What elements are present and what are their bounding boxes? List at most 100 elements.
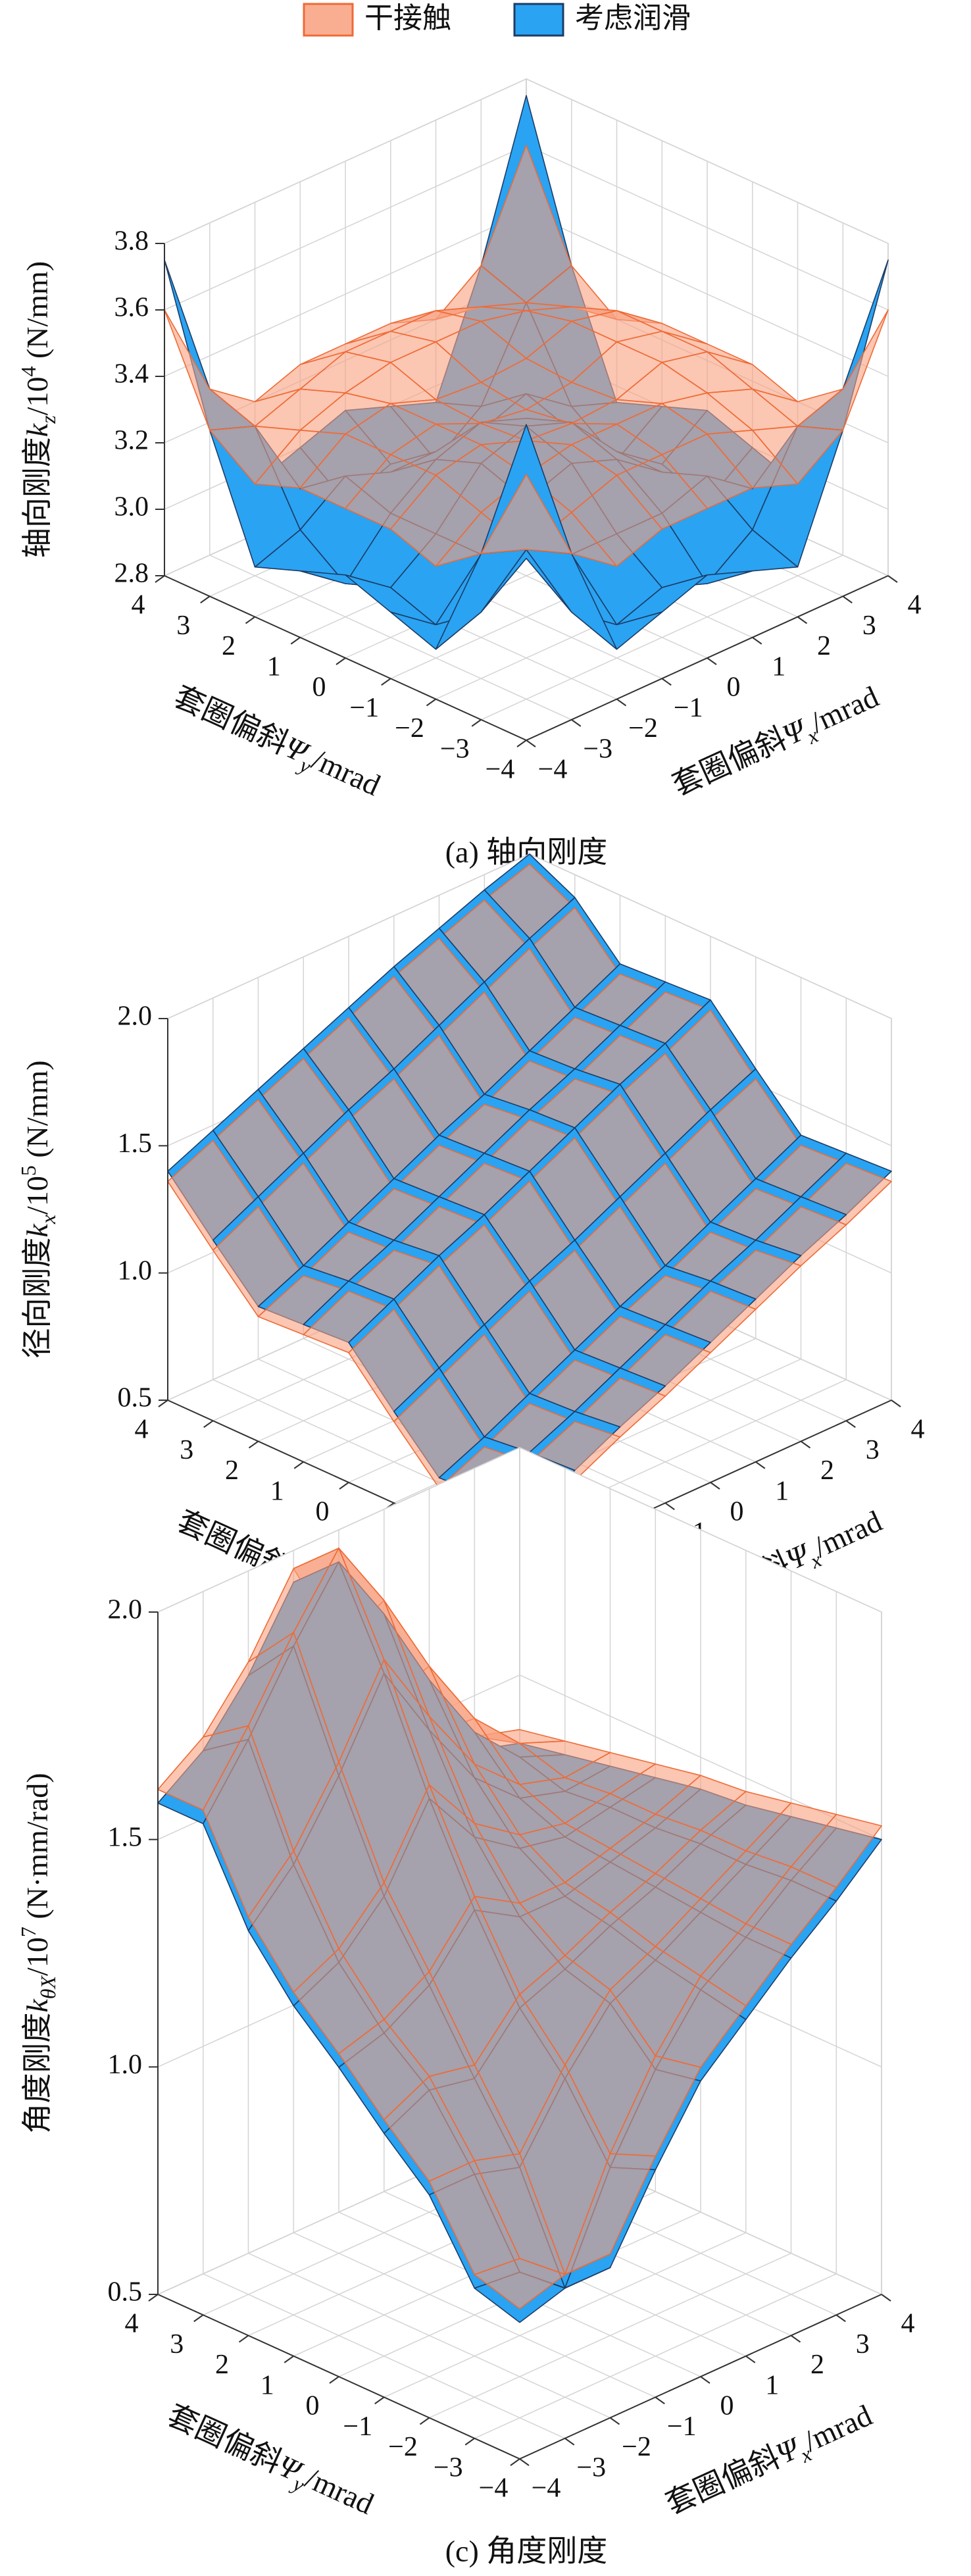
z-tick-label: 1.0 bbox=[108, 2050, 143, 2080]
z-axis-label: 径向刚度kx/105 (N/mm) bbox=[16, 1060, 60, 1358]
tick-mark bbox=[200, 595, 211, 604]
legend-swatch bbox=[513, 3, 564, 37]
z-tick-label: 1.5 bbox=[108, 1822, 143, 1852]
x-tick-label: 3 bbox=[866, 1435, 880, 1465]
y-tick-label: −2 bbox=[388, 2432, 418, 2462]
legend-swatch bbox=[303, 3, 354, 37]
z-axis-label-part: 4 bbox=[16, 366, 40, 377]
panel: −4−3−2−101234−4−3−2−1012342.83.03.23.43.… bbox=[114, 78, 922, 785]
z-tick-label: 0.5 bbox=[108, 2277, 143, 2308]
tick-mark bbox=[700, 2376, 710, 2384]
x-tick-label: 0 bbox=[720, 2391, 734, 2421]
z-tick-label: 1.5 bbox=[118, 1128, 153, 1159]
y-tick-label: 2 bbox=[215, 2350, 229, 2380]
tick-mark bbox=[707, 657, 717, 665]
tick-mark bbox=[193, 2314, 204, 2323]
x-tick-label: 4 bbox=[901, 2309, 915, 2339]
tick-mark bbox=[329, 2376, 339, 2384]
z-axis-label-part: 径向刚度 bbox=[20, 1238, 54, 1359]
tick-mark bbox=[471, 719, 482, 727]
y-tick-label: 4 bbox=[132, 590, 145, 620]
x-tick-label: 0 bbox=[727, 672, 741, 703]
z-axis-label-part: x bbox=[36, 1215, 60, 1225]
z-tick-label: 2.8 bbox=[114, 559, 149, 589]
z-axis-label-part: (N/mm) bbox=[20, 261, 54, 366]
y-tick-label: 2 bbox=[222, 631, 236, 661]
tick-mark bbox=[248, 1440, 259, 1449]
z-axis-label-part: k bbox=[20, 1998, 54, 2013]
tick-mark bbox=[842, 595, 853, 604]
grid-line bbox=[157, 1447, 882, 1613]
z-axis-label-part: k bbox=[20, 1223, 54, 1238]
z-axis-label-part: k bbox=[20, 422, 54, 437]
z-tick-label: 0.5 bbox=[118, 1383, 153, 1413]
y-tick-label: −4 bbox=[479, 2473, 509, 2504]
x-tick-label: 3 bbox=[862, 611, 876, 641]
z-axis-label-part: /10 bbox=[20, 377, 54, 416]
z-tick-label: 2.0 bbox=[118, 1001, 153, 1032]
tick-mark bbox=[519, 2458, 530, 2466]
tick-mark bbox=[526, 740, 536, 747]
tick-mark bbox=[710, 1482, 720, 1490]
z-tick-label: 3.0 bbox=[114, 492, 149, 522]
z-tick-label: 2.0 bbox=[108, 1595, 143, 1625]
y-tick-label: 3 bbox=[180, 1435, 193, 1465]
tick-mark bbox=[655, 2396, 665, 2405]
tick-mark bbox=[664, 1502, 675, 1511]
y-tick-label: 1 bbox=[270, 1476, 284, 1506]
tick-mark bbox=[881, 2294, 891, 2302]
tick-mark bbox=[609, 2417, 620, 2425]
tick-mark bbox=[336, 657, 346, 665]
surface-cell bbox=[474, 2258, 566, 2310]
y-tick-label: 4 bbox=[125, 2309, 139, 2339]
tick-mark bbox=[245, 616, 256, 624]
tick-mark bbox=[845, 1420, 856, 1428]
x-tick-label: −3 bbox=[576, 2452, 606, 2483]
tick-mark bbox=[419, 2417, 430, 2425]
z-tick-label: 3.6 bbox=[114, 293, 149, 323]
tick-mark bbox=[891, 1400, 901, 1407]
z-axis-label-part: /10 bbox=[20, 1937, 54, 1976]
tick-mark bbox=[661, 678, 672, 686]
x-tick-label: 0 bbox=[730, 1497, 744, 1527]
tick-mark bbox=[238, 2335, 249, 2343]
z-axis-label-part: θX bbox=[36, 1975, 60, 1999]
legend-label: 干接触 bbox=[364, 2, 451, 34]
tick-mark bbox=[516, 740, 527, 747]
x-tick-label: 2 bbox=[817, 631, 831, 661]
x-tick-label: −4 bbox=[538, 755, 568, 785]
z-tick-label: 3.2 bbox=[114, 426, 149, 456]
tick-mark bbox=[510, 2458, 520, 2466]
y-tick-label: 1 bbox=[267, 651, 281, 682]
legend-label: 考虑润滑 bbox=[575, 2, 691, 34]
y-tick-label: −3 bbox=[434, 2452, 463, 2483]
y-tick-label: 3 bbox=[170, 2329, 184, 2360]
z-axis-label-part: (N·mm/rad) bbox=[20, 1773, 54, 1927]
y-tick-label: 0 bbox=[312, 672, 326, 703]
z-axis-label-part: (N/mm) bbox=[20, 1060, 54, 1165]
x-tick-label: 4 bbox=[911, 1415, 925, 1445]
tick-mark bbox=[745, 2355, 756, 2363]
x-tick-label: 1 bbox=[765, 2370, 779, 2400]
x-tick-label: 2 bbox=[820, 1455, 834, 1486]
y-tick-label: 2 bbox=[225, 1455, 239, 1486]
y-tick-label: −1 bbox=[343, 2412, 372, 2442]
x-tick-label: −1 bbox=[674, 693, 703, 723]
tick-mark bbox=[464, 2437, 475, 2446]
surfaces bbox=[157, 1548, 882, 2323]
y-tick-label: 3 bbox=[176, 611, 190, 641]
tick-mark bbox=[374, 2396, 385, 2405]
tick-mark bbox=[381, 678, 391, 686]
z-axis-label-part: 5 bbox=[16, 1165, 40, 1176]
z-tick-label: 3.8 bbox=[114, 226, 149, 257]
z-axis-label-part: 角度刚度 bbox=[20, 2013, 54, 2134]
tick-mark bbox=[616, 698, 627, 707]
tick-mark bbox=[290, 636, 301, 645]
tick-mark bbox=[800, 1440, 811, 1449]
z-axis-label: 角度刚度kθX/107 (N·mm/rad) bbox=[16, 1773, 60, 2133]
tick-mark bbox=[158, 1400, 168, 1407]
z-axis-label-part: 轴向刚度 bbox=[20, 437, 54, 558]
tick-mark bbox=[755, 1461, 766, 1469]
x-tick-label: −4 bbox=[532, 2473, 561, 2504]
